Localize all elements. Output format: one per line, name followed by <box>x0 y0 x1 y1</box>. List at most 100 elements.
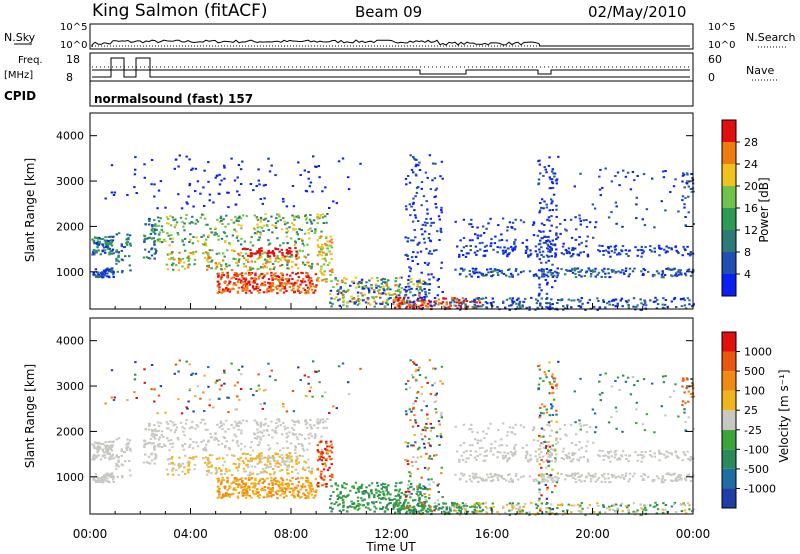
power-cell <box>261 252 264 255</box>
power-cell <box>105 239 108 242</box>
power-cell <box>189 238 192 241</box>
power-cell <box>308 281 312 284</box>
velocity-cell <box>307 458 310 461</box>
power-cell <box>409 291 412 294</box>
power-cell <box>640 270 643 273</box>
power-cell <box>459 306 463 309</box>
power-cell <box>540 254 543 256</box>
velocity-cell <box>550 429 553 432</box>
velocity-cell <box>271 490 274 493</box>
power-cell <box>181 265 184 268</box>
power-cell <box>267 239 270 242</box>
velocity-cell <box>660 452 663 455</box>
power-cell <box>169 237 172 240</box>
power-cell <box>300 238 303 241</box>
velocity-cell <box>472 475 475 478</box>
power-cell <box>598 250 601 253</box>
velocity-cell <box>294 433 297 436</box>
velocity-cell <box>393 498 396 500</box>
power-cell <box>277 279 280 281</box>
velocity-cell <box>231 439 235 442</box>
velocity-cell <box>506 431 509 434</box>
velocity-cell <box>395 499 398 502</box>
velocity-cell <box>150 452 154 455</box>
velocity-cell <box>569 460 573 463</box>
power-cell <box>109 250 112 253</box>
velocity-cell <box>222 495 225 498</box>
velocity-cell <box>251 490 255 493</box>
velocity-cell <box>222 423 225 426</box>
velocity-cell <box>166 427 169 430</box>
velocity-cell <box>237 478 240 481</box>
power-cell <box>295 258 298 260</box>
power-cell <box>187 259 190 262</box>
velocity-cell <box>430 478 433 481</box>
velocity-cell <box>551 480 555 483</box>
power-cell <box>412 201 415 204</box>
power-cell <box>592 270 595 273</box>
velocity-cell <box>100 476 104 479</box>
velocity-cell <box>381 497 385 500</box>
power-cell <box>217 235 220 237</box>
power-cell <box>411 301 415 304</box>
velocity-cell <box>306 479 310 482</box>
velocity-cell <box>305 426 309 429</box>
power-cell <box>424 171 428 174</box>
velocity-cell <box>342 494 345 497</box>
velocity-cell <box>550 503 553 506</box>
velocity-cell <box>207 466 210 468</box>
power-cell <box>226 284 229 287</box>
power-cell <box>249 241 252 244</box>
velocity-cell <box>153 457 157 460</box>
velocity-cell <box>249 454 252 456</box>
velocity-cell <box>380 497 383 500</box>
power-cell <box>318 250 321 253</box>
power-cell <box>567 247 571 250</box>
velocity-cell <box>277 418 281 421</box>
power-cell <box>492 274 495 277</box>
power-cell <box>207 161 210 164</box>
power-cell <box>440 160 444 163</box>
velocity-cell <box>470 428 473 431</box>
power-cell <box>655 307 659 310</box>
velocity-cell <box>251 449 255 452</box>
velocity-cell <box>418 374 422 376</box>
power-cell <box>673 298 676 301</box>
power-cell <box>671 275 674 278</box>
velocity-cell <box>555 409 558 412</box>
power-cell <box>596 273 599 276</box>
velocity-cell <box>551 444 554 447</box>
power-cell <box>536 255 539 258</box>
power-cell <box>473 251 477 254</box>
power-cell <box>423 221 427 224</box>
colorbar-tick-label: 24 <box>744 158 758 171</box>
velocity-cell <box>205 456 208 459</box>
velocity-cell <box>295 486 298 489</box>
power-cell <box>542 255 545 258</box>
velocity-cell <box>376 481 379 484</box>
velocity-cell <box>372 501 375 504</box>
velocity-cell <box>225 419 228 422</box>
velocity-cell <box>536 460 539 463</box>
velocity-cell <box>621 450 625 453</box>
power-cell <box>346 301 350 304</box>
velocity-cell <box>544 440 547 443</box>
power-cell <box>220 268 223 271</box>
velocity-cell <box>260 461 263 464</box>
velocity-cell <box>554 484 557 487</box>
velocity-cell <box>432 426 435 429</box>
power-cell <box>281 283 284 286</box>
velocity-cell <box>526 452 529 455</box>
power-cell <box>464 306 467 309</box>
velocity-cell <box>306 466 309 469</box>
velocity-cell <box>307 437 311 440</box>
velocity-cell <box>406 490 409 493</box>
power-cell <box>478 242 482 245</box>
power-cell <box>398 276 401 279</box>
power-cell <box>574 238 578 241</box>
power-cell <box>416 251 419 254</box>
power-cell <box>569 269 572 272</box>
power-cell <box>549 178 552 181</box>
power-cell <box>419 250 423 253</box>
velocity-cell <box>440 436 443 439</box>
